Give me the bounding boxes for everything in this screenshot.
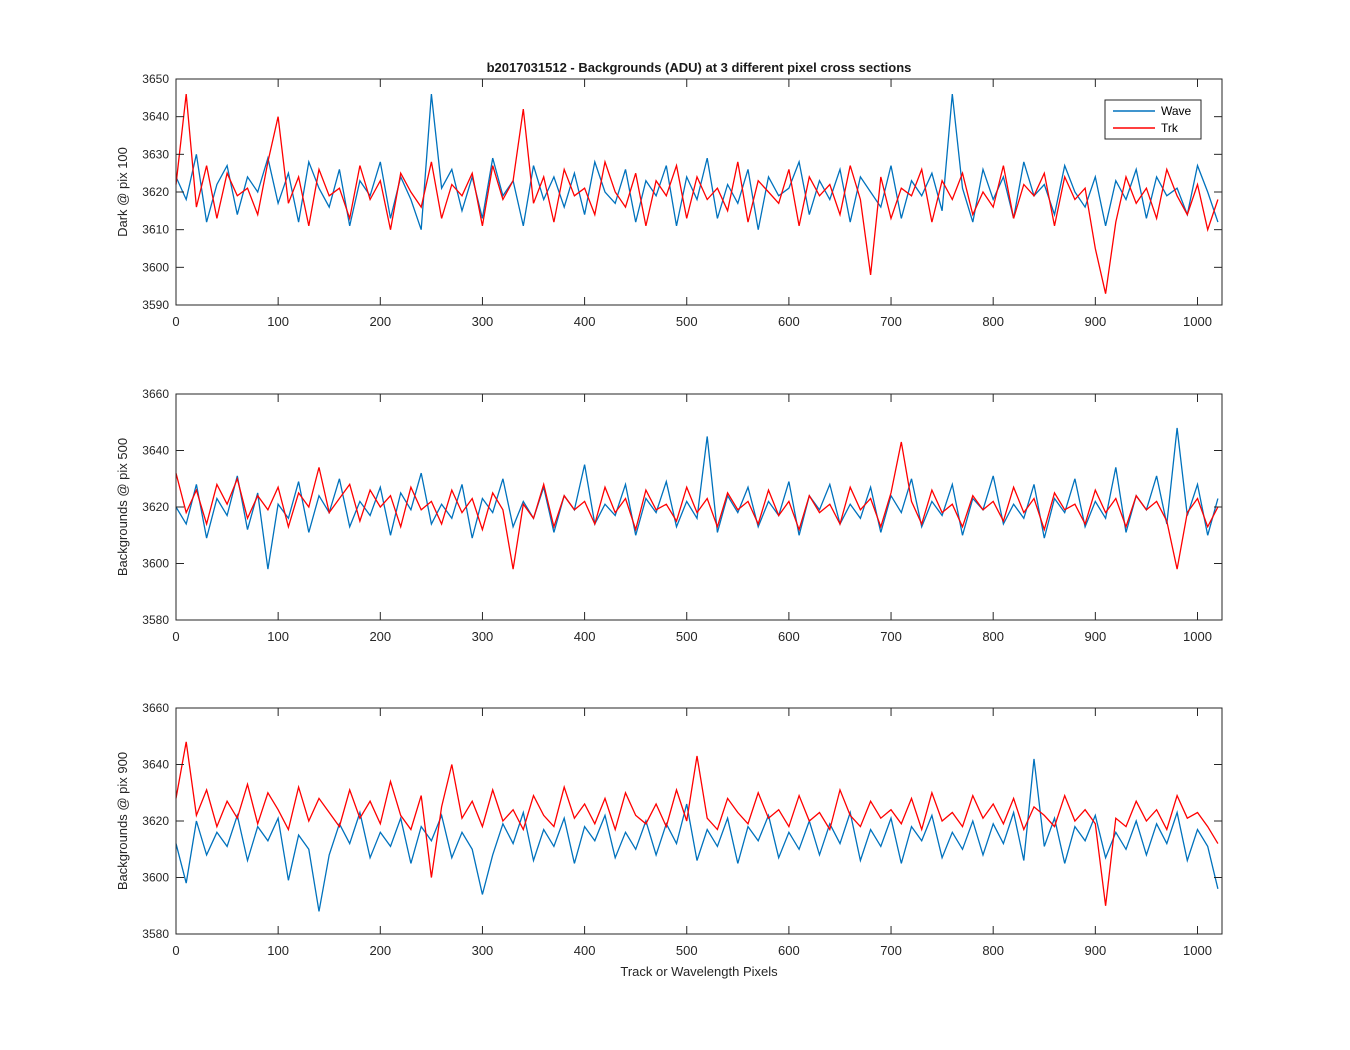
x-tick-label: 600: [778, 314, 800, 329]
x-tick-label: 1000: [1183, 629, 1212, 644]
x-tick-label: 200: [369, 943, 391, 958]
y-tick-label: 3630: [142, 147, 169, 161]
x-tick-label: 400: [574, 314, 596, 329]
x-tick-label: 800: [982, 629, 1004, 644]
series-line-trk-panel-1: [175, 94, 1219, 294]
series-line-trk-panel-3: [175, 741, 1219, 906]
y-tick-label: 3640: [142, 758, 169, 772]
x-tick-label: 100: [267, 314, 289, 329]
y-tick-label: 3590: [142, 298, 169, 312]
y-tick-label: 3640: [142, 444, 169, 458]
x-axis-label: Track or Wavelength Pixels: [620, 964, 778, 979]
x-tick-label: 1000: [1183, 943, 1212, 958]
x-tick-label: 100: [267, 943, 289, 958]
x-tick-label: 500: [676, 629, 698, 644]
x-tick-label: 400: [574, 629, 596, 644]
legend-label-trk: Trk: [1161, 121, 1179, 135]
x-tick-label: 100: [267, 629, 289, 644]
x-tick-label: 1000: [1183, 314, 1212, 329]
x-tick-label: 900: [1084, 314, 1106, 329]
y-tick-label: 3620: [142, 185, 169, 199]
x-tick-label: 200: [369, 314, 391, 329]
x-tick-label: 0: [172, 943, 179, 958]
x-tick-label: 700: [880, 314, 902, 329]
x-tick-label: 900: [1084, 629, 1106, 644]
x-tick-label: 600: [778, 943, 800, 958]
x-tick-label: 300: [472, 314, 494, 329]
x-tick-label: 900: [1084, 943, 1106, 958]
y-tick-label: 3620: [142, 500, 169, 514]
series-line-wave-panel-2: [175, 427, 1219, 570]
y-tick-label: 3660: [142, 701, 169, 715]
x-tick-label: 500: [676, 314, 698, 329]
plot-area-3: [176, 708, 1222, 934]
y-tick-label: 3580: [142, 613, 169, 627]
x-tick-label: 600: [778, 629, 800, 644]
y-tick-label: 3610: [142, 223, 169, 237]
series-line-wave-panel-1: [175, 94, 1219, 230]
x-tick-label: 0: [172, 629, 179, 644]
y-tick-label: 3600: [142, 557, 169, 571]
y-axis-label-2: Backgrounds @ pix 500: [115, 438, 130, 576]
y-tick-label: 3580: [142, 927, 169, 941]
x-tick-label: 700: [880, 943, 902, 958]
x-tick-label: 400: [574, 943, 596, 958]
y-tick-label: 3600: [142, 260, 169, 274]
x-tick-label: 300: [472, 629, 494, 644]
y-tick-label: 3620: [142, 814, 169, 828]
x-tick-label: 200: [369, 629, 391, 644]
x-tick-label: 700: [880, 629, 902, 644]
figure-title: b2017031512 - Backgrounds (ADU) at 3 dif…: [486, 60, 912, 75]
y-axis-label-3: Backgrounds @ pix 900: [115, 752, 130, 890]
y-axis-label-1: Dark @ pix 100: [115, 147, 130, 237]
series-line-trk-panel-2: [175, 441, 1219, 570]
y-tick-label: 3600: [142, 871, 169, 885]
legend-box: [1104, 99, 1202, 140]
x-tick-label: 800: [982, 943, 1004, 958]
y-tick-label: 3650: [142, 72, 169, 86]
legend-label-wave: Wave: [1161, 104, 1192, 118]
x-tick-label: 300: [472, 943, 494, 958]
x-tick-label: 500: [676, 943, 698, 958]
y-tick-label: 3660: [142, 387, 169, 401]
x-tick-label: 800: [982, 314, 1004, 329]
y-tick-label: 3640: [142, 110, 169, 124]
series-line-wave-panel-3: [175, 758, 1219, 912]
x-tick-label: 0: [172, 314, 179, 329]
